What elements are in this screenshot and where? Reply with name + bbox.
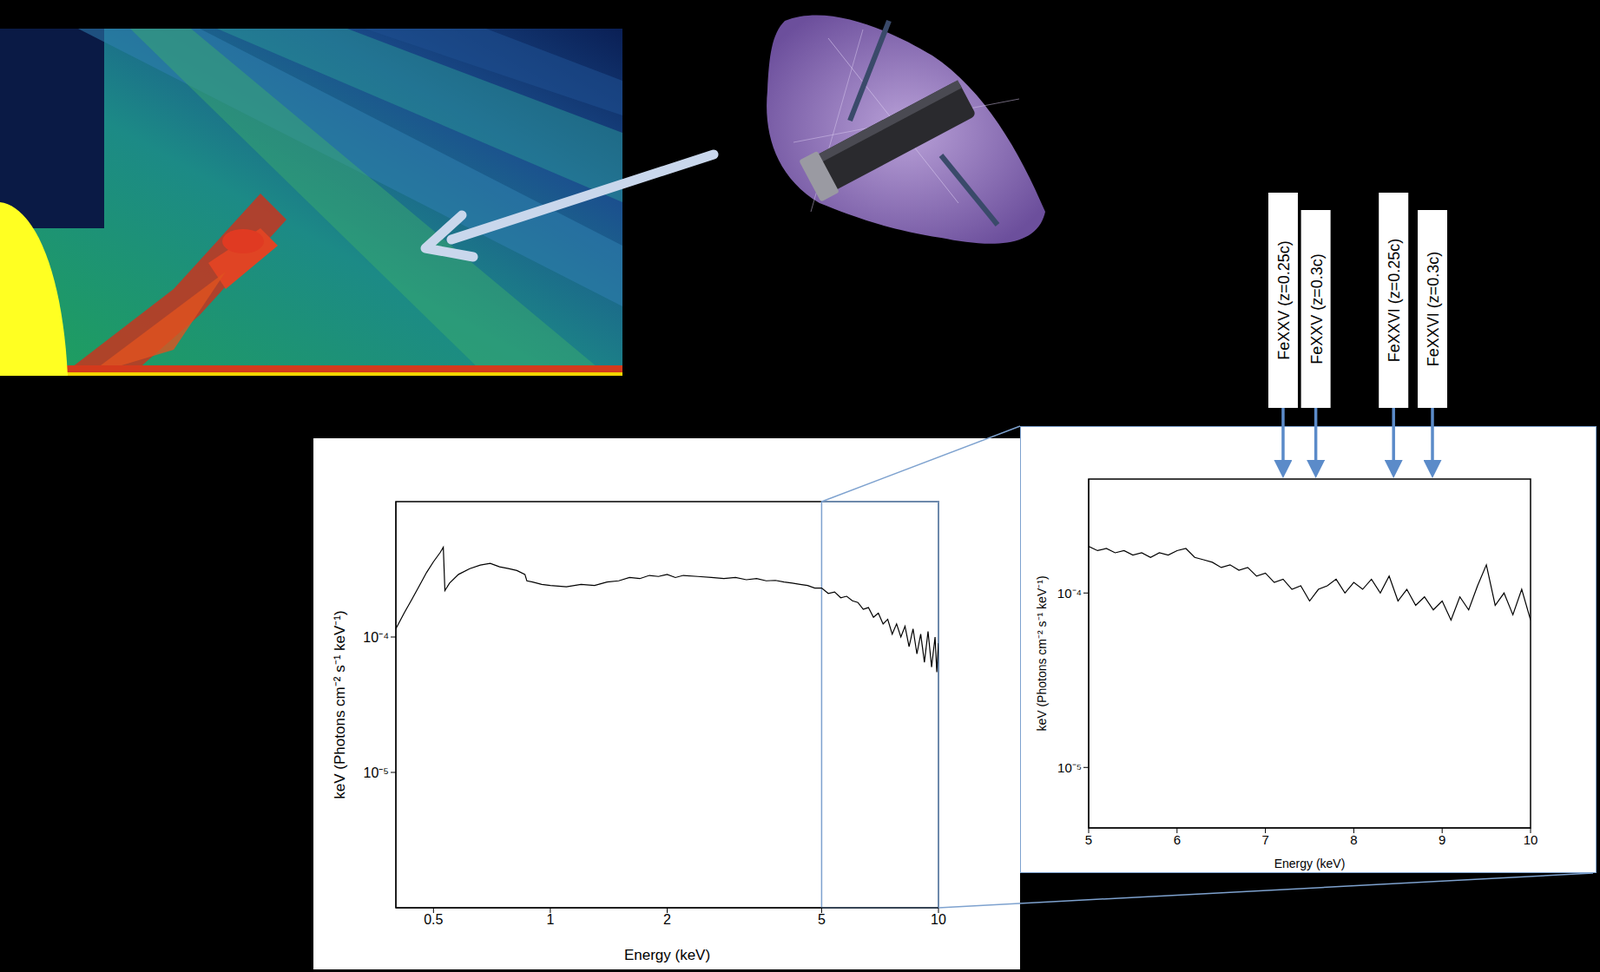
svg-text:8: 8 bbox=[1349, 832, 1357, 848]
svg-text:2: 2 bbox=[663, 912, 672, 928]
svg-text:Energy (keV): Energy (keV) bbox=[1274, 856, 1346, 871]
svg-text:1: 1 bbox=[546, 912, 554, 928]
svg-text:FeXXV (z=0.3c): FeXXV (z=0.3c) bbox=[1308, 253, 1326, 365]
svg-text:keV (Photons cm⁻² s⁻¹ keV⁻¹): keV (Photons cm⁻² s⁻¹ keV⁻¹) bbox=[1034, 575, 1049, 731]
svg-text:9: 9 bbox=[1438, 832, 1446, 848]
svg-text:10⁻⁴: 10⁻⁴ bbox=[1057, 586, 1082, 601]
svg-text:7: 7 bbox=[1261, 832, 1269, 848]
svg-text:Energy (keV): Energy (keV) bbox=[624, 947, 711, 964]
svg-text:5: 5 bbox=[1085, 832, 1093, 848]
svg-text:FeXXV (z=0.25c): FeXXV (z=0.25c) bbox=[1275, 240, 1293, 361]
svg-text:10⁻⁴: 10⁻⁴ bbox=[362, 630, 389, 646]
svg-text:10: 10 bbox=[1523, 832, 1539, 848]
svg-text:5: 5 bbox=[817, 912, 826, 928]
svg-text:10: 10 bbox=[930, 912, 947, 928]
svg-text:10⁻⁵: 10⁻⁵ bbox=[1057, 760, 1082, 776]
svg-text:FeXXVI (z=0.3c): FeXXVI (z=0.3c) bbox=[1424, 251, 1442, 368]
svg-text:keV (Photons cm⁻² s⁻¹ keV⁻¹): keV (Photons cm⁻² s⁻¹ keV⁻¹) bbox=[331, 610, 349, 799]
svg-text:0.5: 0.5 bbox=[423, 912, 443, 928]
svg-text:10⁻⁵: 10⁻⁵ bbox=[363, 765, 389, 781]
svg-text:6: 6 bbox=[1173, 832, 1181, 848]
svg-text:FeXXVI (z=0.25c): FeXXVI (z=0.25c) bbox=[1385, 238, 1403, 363]
